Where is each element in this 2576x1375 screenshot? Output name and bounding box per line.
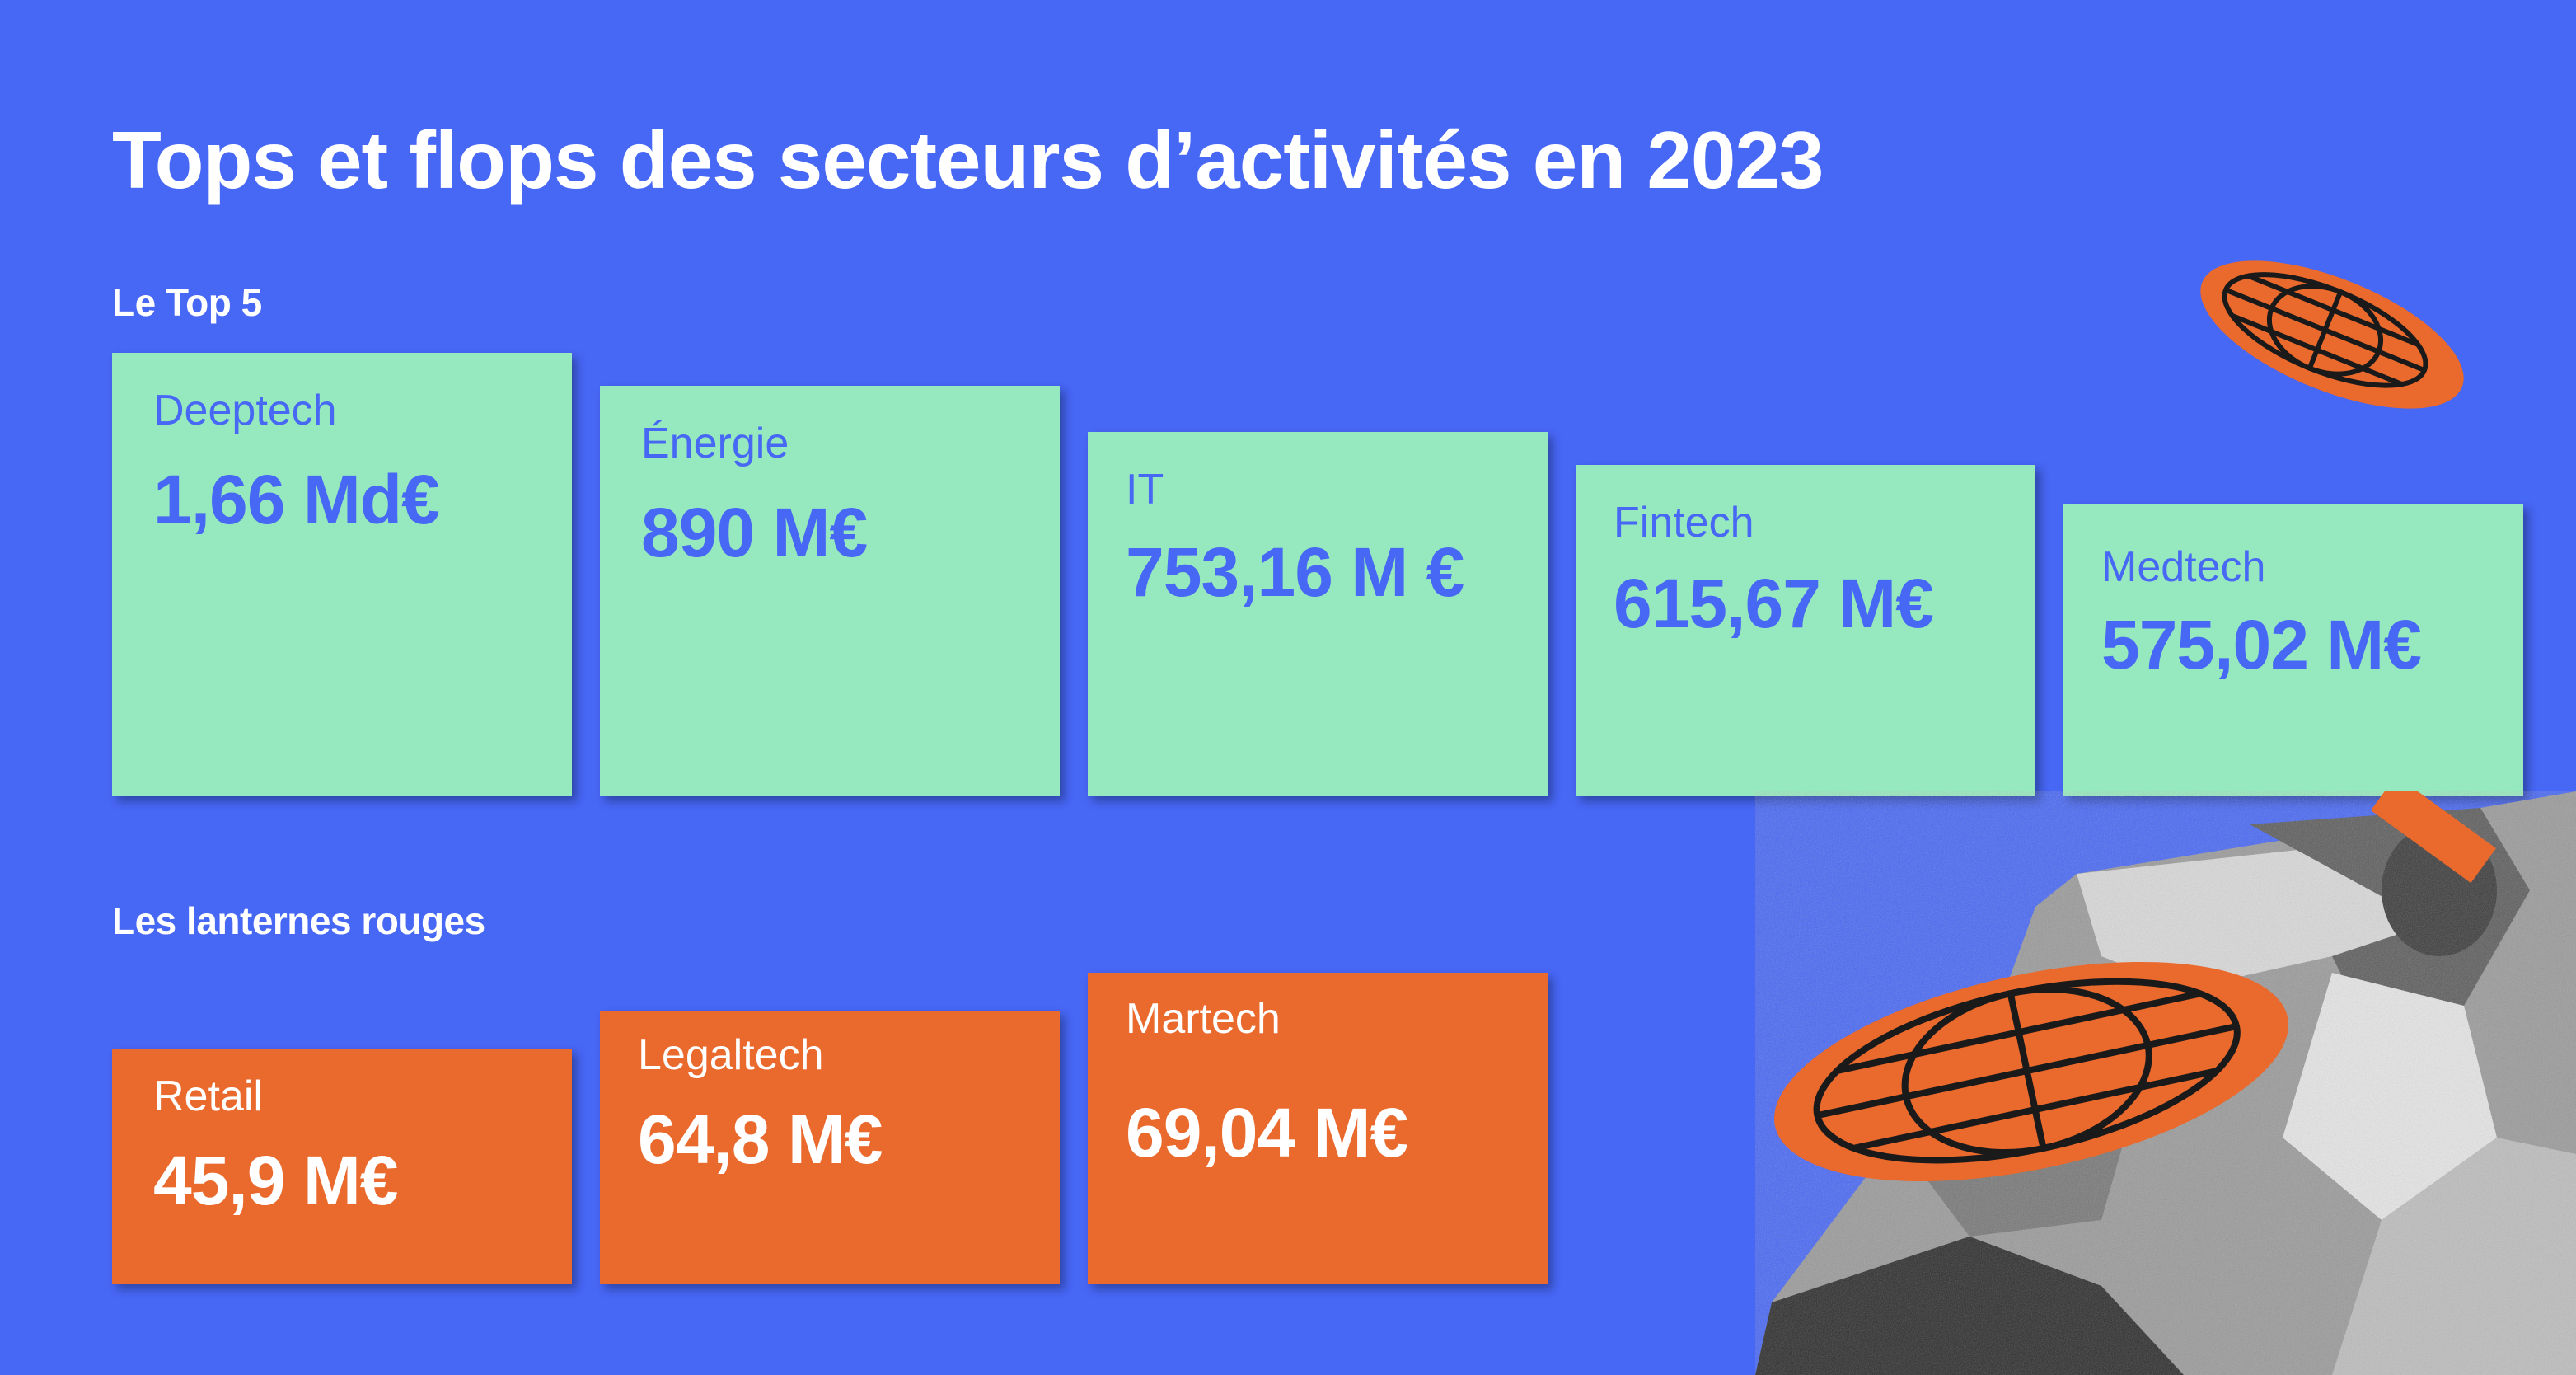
sector-amount: 64,8 M€: [638, 1100, 883, 1178]
sector-card-energie: Énergie 890 M€: [600, 386, 1060, 796]
sector-name: Énergie: [641, 420, 789, 467]
sector-name: Retail: [153, 1072, 263, 1120]
sector-card-legaltech: Legaltech 64,8 M€: [600, 1011, 1060, 1284]
sector-card-fintech: Fintech 615,67 M€: [1576, 465, 2035, 796]
sector-amount: 69,04 M€: [1126, 1094, 1408, 1171]
sector-card-medtech: Medtech 575,02 M€: [2063, 504, 2523, 796]
sector-name: Deeptech: [153, 387, 337, 434]
sector-amount: 753,16 M €: [1126, 533, 1464, 611]
globe-icon: [1773, 961, 2289, 1182]
top-section-label: Le Top 5: [112, 281, 262, 324]
sector-card-martech: Martech 69,04 M€: [1088, 973, 1548, 1284]
sector-amount: 1,66 Md€: [153, 461, 440, 538]
sector-name: Martech: [1126, 995, 1281, 1043]
sector-name: Medtech: [2101, 543, 2266, 591]
sector-card-it: IT 753,16 M €: [1088, 432, 1548, 796]
sector-card-retail: Retail 45,9 M€: [112, 1049, 572, 1284]
flop-section-label: Les lanternes rouges: [112, 899, 485, 942]
sector-card-deeptech: Deeptech 1,66 Md€: [112, 353, 572, 796]
sector-amount: 575,02 M€: [2101, 606, 2422, 683]
sector-name: Fintech: [1614, 499, 1754, 547]
sector-name: IT: [1126, 466, 1164, 514]
sector-name: Legaltech: [638, 1031, 824, 1079]
sector-amount: 890 M€: [641, 494, 868, 571]
page-title: Tops et flops des secteurs d’activités e…: [112, 115, 1824, 205]
globe-icon: [2200, 260, 2464, 409]
sector-amount: 615,67 M€: [1614, 565, 1934, 642]
sector-amount: 45,9 M€: [153, 1142, 399, 1219]
